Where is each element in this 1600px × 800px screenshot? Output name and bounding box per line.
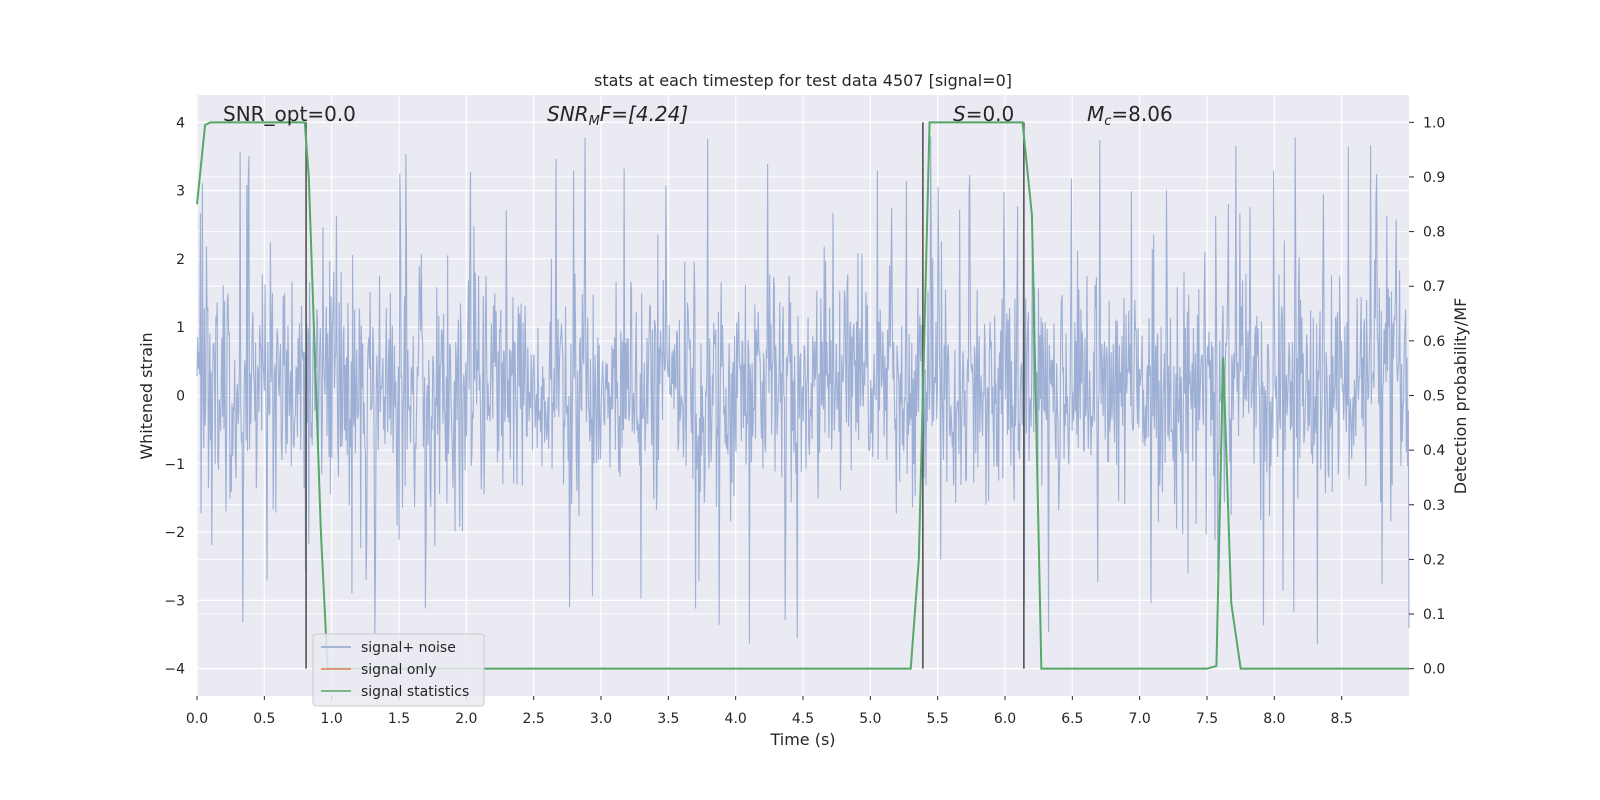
y-left-tick-label-4: 0: [176, 389, 185, 405]
x-tick-label-9: 4.5: [792, 711, 814, 727]
x-tick-label-2: 1.0: [321, 711, 343, 727]
x-tick-label-17: 8.5: [1331, 711, 1353, 727]
x-axis-label: Time (s): [769, 730, 835, 749]
series-signal-statistics: [196, 121, 1409, 670]
y-left-tick-label-8: 4: [176, 115, 185, 131]
y-left-tick-label-0: −4: [164, 662, 185, 678]
x-tick-label-1: 0.5: [253, 711, 275, 727]
x-tick-label-0: 0.0: [186, 711, 208, 727]
legend-label-signal: signal only: [361, 662, 436, 678]
x-tick-label-15: 7.5: [1196, 711, 1218, 727]
x-tick-label-12: 6.0: [994, 711, 1016, 727]
y-right-tick-label-3: 0.3: [1423, 498, 1445, 514]
y-left-tick-label-7: 3: [176, 184, 185, 200]
legend-label-statistics: signal statistics: [361, 684, 469, 700]
y-left-tick-label-3: −1: [164, 457, 185, 473]
x-tick-label-14: 7.0: [1129, 711, 1151, 727]
y-right-tick-label-9: 0.9: [1423, 170, 1445, 186]
y-left-tick-label-1: −3: [164, 593, 185, 609]
x-tick-label-6: 3.0: [590, 711, 612, 727]
x-tick-label-3: 1.5: [388, 711, 410, 727]
y-right-tick-label-5: 0.5: [1423, 389, 1445, 405]
y-right-tick-label-1: 0.1: [1423, 607, 1445, 623]
legend-label-noise: signal+ noise: [361, 640, 456, 656]
annotation-snr-opt: SNR_opt=0.0: [223, 102, 356, 126]
chart-title: stats at each timestep for test data 450…: [594, 71, 1012, 90]
x-tick-label-5: 2.5: [523, 711, 545, 727]
annotation-snr-mf: SNRMF=[4.24]: [547, 102, 688, 129]
legend: signal+ noise signal only signal statist…: [312, 633, 485, 707]
y-right-tick-labels: 0.0 0.1 0.2 0.3 0.4 0.5 0.6 0.7 0.8 0.9 1.0: [1409, 115, 1445, 678]
legend-box: [312, 633, 485, 707]
statistics-series: [196, 121, 1409, 670]
noise-series: [196, 136, 1410, 644]
y-left-tick-label-6: 2: [176, 252, 185, 268]
y-right-tick-label-8: 0.8: [1423, 225, 1445, 241]
x-tick-label-16: 8.0: [1263, 711, 1285, 727]
x-tick-labels: 0.0 0.5 1.0 1.5 2.0 2.5 3.0 3.5 4.0 4.5 5.0 5.5 6.0 6…: [186, 696, 1353, 727]
y-right-axis-label: Detection probability/MF: [1451, 298, 1470, 495]
x-tick-label-4: 2.0: [455, 711, 477, 727]
x-tick-label-7: 3.5: [657, 711, 679, 727]
annotation-s: S=0.0: [953, 102, 1014, 126]
series-signal-noise: [196, 136, 1410, 644]
y-left-tick-label-5: 1: [176, 320, 185, 336]
y-right-tick-label-10: 1.0: [1423, 115, 1445, 131]
y-right-tick-label-6: 0.6: [1423, 334, 1445, 350]
annotation-mc: Mc=8.06: [1087, 102, 1173, 129]
x-tick-label-13: 6.5: [1061, 711, 1083, 727]
y-right-tick-label-4: 0.4: [1423, 443, 1445, 459]
x-tick-label-8: 4.0: [725, 711, 747, 727]
y-right-tick-label-2: 0.2: [1423, 552, 1445, 568]
y-right-tick-label-7: 0.7: [1423, 279, 1445, 295]
y-left-tick-label-2: −2: [164, 525, 185, 541]
x-tick-label-10: 5.0: [859, 711, 881, 727]
y-right-tick-label-0: 0.0: [1423, 662, 1445, 678]
y-left-axis-label: Whitened strain: [137, 332, 156, 459]
x-tick-label-11: 5.5: [927, 711, 949, 727]
y-left-tick-labels: −4 −3 −2 −1 0 1 2 3 4: [164, 115, 185, 677]
